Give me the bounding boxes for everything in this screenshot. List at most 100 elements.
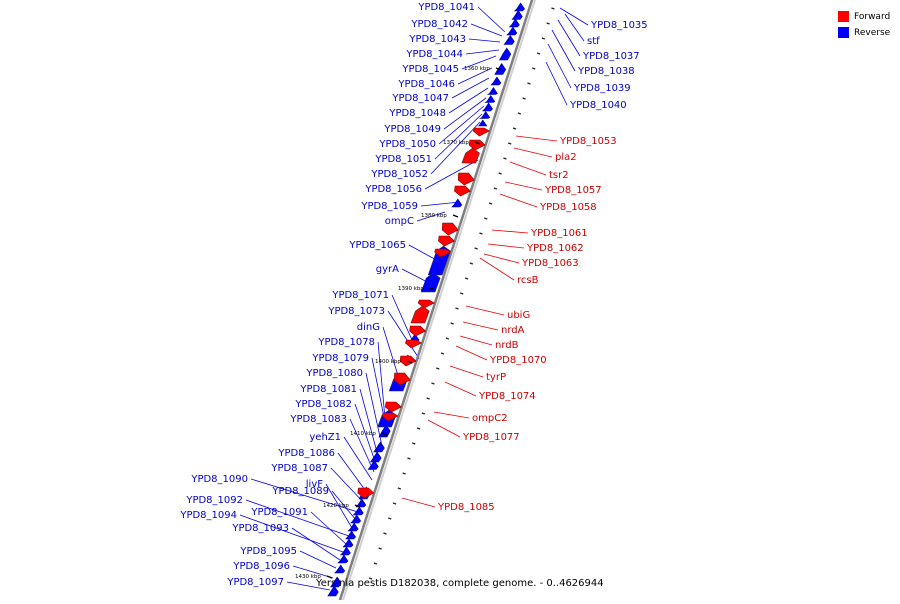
scale-minor-mark <box>407 457 411 460</box>
label-ypd8-1056-leader <box>424 159 479 190</box>
reverse-gene-glyph <box>367 459 379 470</box>
forward-gene-glyph <box>461 147 480 164</box>
scale-minor-mark <box>416 427 421 430</box>
label-ypd8-1045: YPD8_1045 <box>401 64 459 75</box>
label-ypd8-1040-leader <box>545 61 568 106</box>
forward-gene-glyph <box>405 339 423 349</box>
scale-tick-mark <box>381 432 388 436</box>
label-ypd8-1065: YPD8_1065 <box>348 240 406 251</box>
label-gyra: gyrA <box>376 264 399 275</box>
scale-tick-label: 1400 kbp <box>375 359 401 365</box>
label-ypd8-1091-leader <box>310 511 347 545</box>
forward-gene-glyph <box>468 139 486 151</box>
reverse-gene-glyph <box>486 86 498 95</box>
forward-gene-glyph <box>409 325 427 337</box>
label-ubig: ubiG <box>507 310 530 321</box>
label-ypd8-1058: YPD8_1058 <box>539 202 597 213</box>
reverse-gene-glyph <box>503 34 515 45</box>
label-rcsb-leader <box>479 257 515 281</box>
label-ypd8-1057: YPD8_1057 <box>544 185 602 196</box>
label-ypd8-1090-leader <box>250 478 359 513</box>
label-ypd8-1042: YPD8_1042 <box>410 19 468 30</box>
label-ypd8-1038-leader <box>551 29 576 72</box>
reverse-gene-glyph <box>479 110 491 119</box>
scale-tick-label: 1420 kbp <box>323 503 349 509</box>
scale-minor-mark <box>378 547 382 550</box>
legend-item-reverse: Reverse <box>838 25 900 40</box>
label-ypd8-1085-leader <box>401 497 436 508</box>
scale-minor-mark <box>479 232 483 235</box>
legend-label-reverse: Reverse <box>854 27 891 38</box>
scale-minor-mark <box>536 52 541 55</box>
label-tsr2-leader <box>509 161 547 176</box>
label-livf-leader <box>325 483 353 529</box>
label-ypd8-1091: YPD8_1091 <box>250 507 308 518</box>
label-ypd8-1094: YPD8_1094 <box>179 510 237 521</box>
scale-minor-mark <box>373 562 378 565</box>
reverse-gene-glyph <box>334 564 346 574</box>
reverse-gene-glyph <box>511 9 523 20</box>
genome-backbone <box>337 0 537 604</box>
label-ypd8-1092: YPD8_1092 <box>185 495 243 506</box>
scale-minor-mark <box>426 397 430 400</box>
scale-minor-mark <box>440 352 445 355</box>
label-ypd8-1046: YPD8_1046 <box>397 79 455 90</box>
scale-minor-mark <box>503 157 507 160</box>
reverse-gene-glyph <box>484 94 496 103</box>
label-nrdb: nrdB <box>495 340 519 351</box>
label-ypd8-1059: YPD8_1059 <box>360 201 418 212</box>
label-yehz1-leader <box>343 436 373 481</box>
scale-tick-label: 1410 kbp <box>350 431 376 437</box>
label-ypd8-1082-leader <box>354 403 377 465</box>
scale-tick-label: 1370 kbp <box>443 140 469 146</box>
scale-minor-mark <box>460 292 464 295</box>
forward-gene-glyph <box>410 305 430 324</box>
label-ypd8-1063: YPD8_1063 <box>521 258 579 269</box>
label-ypd8-1071: YPD8_1071 <box>331 290 389 301</box>
label-ypd8-1047: YPD8_1047 <box>391 93 449 104</box>
forward-gene-glyph <box>438 235 455 247</box>
reverse-swatch <box>838 27 849 38</box>
forward-gene-glyph <box>357 487 375 499</box>
label-ypd8-1070: YPD8_1070 <box>489 355 547 366</box>
label-ypd8-1052-leader <box>430 121 481 175</box>
label-ypd8-1080: YPD8_1080 <box>305 368 363 379</box>
scale-tick-label: 1390 kbp <box>398 286 424 292</box>
label-pla2: pla2 <box>555 152 577 163</box>
label-ypd8-1082: YPD8_1082 <box>294 399 352 410</box>
scale-ticks: 1360 kbp 1370 kbp 1380 kbp 1390 kbp 1400 kbp… <box>295 7 555 580</box>
label-ypd8-1035-leader <box>559 7 589 26</box>
reverse-gene-glyph <box>350 514 362 524</box>
scale-minor-mark <box>464 277 469 280</box>
scale-tick-label: 1360 kbp <box>464 66 490 72</box>
reverse-gene-glyph <box>342 538 354 548</box>
label-ypd8-1061-leader <box>491 229 529 234</box>
reverse-gene-glyph <box>339 546 351 556</box>
label-ypd8-1039: YPD8_1039 <box>573 83 631 94</box>
scale-minor-mark <box>517 112 522 115</box>
label-ypd8-1039-leader <box>547 43 572 89</box>
forward-gene-glyph <box>472 127 490 137</box>
label-ypd8-1050: YPD8_1050 <box>378 139 436 150</box>
forward-gene-glyph <box>381 412 399 422</box>
scale-minor-mark <box>421 412 426 415</box>
reverse-gene-glyph <box>477 119 488 127</box>
label-livf: livF <box>306 479 323 490</box>
label-ypd8-1081: YPD8_1081 <box>299 384 357 395</box>
label-ypd8-1070-leader <box>455 345 488 361</box>
label-ypd8-1096: YPD8_1096 <box>232 561 290 572</box>
label-ypd8-1096-leader <box>292 565 334 579</box>
forward-swatch <box>838 11 849 22</box>
label-rcsb: rcsB <box>517 275 539 286</box>
label-tyrp: tyrP <box>486 372 506 383</box>
scale-tick-mark <box>429 287 436 291</box>
reverse-gene-glyph <box>327 585 339 597</box>
label-ypd8-1037: YPD8_1037 <box>582 51 640 62</box>
gene-features <box>327 2 525 597</box>
scale-minor-mark <box>436 367 440 370</box>
scale-minor-mark <box>450 322 454 325</box>
forward-gene-glyph <box>384 401 402 413</box>
label-ypd8-1053: YPD8_1053 <box>559 136 617 147</box>
